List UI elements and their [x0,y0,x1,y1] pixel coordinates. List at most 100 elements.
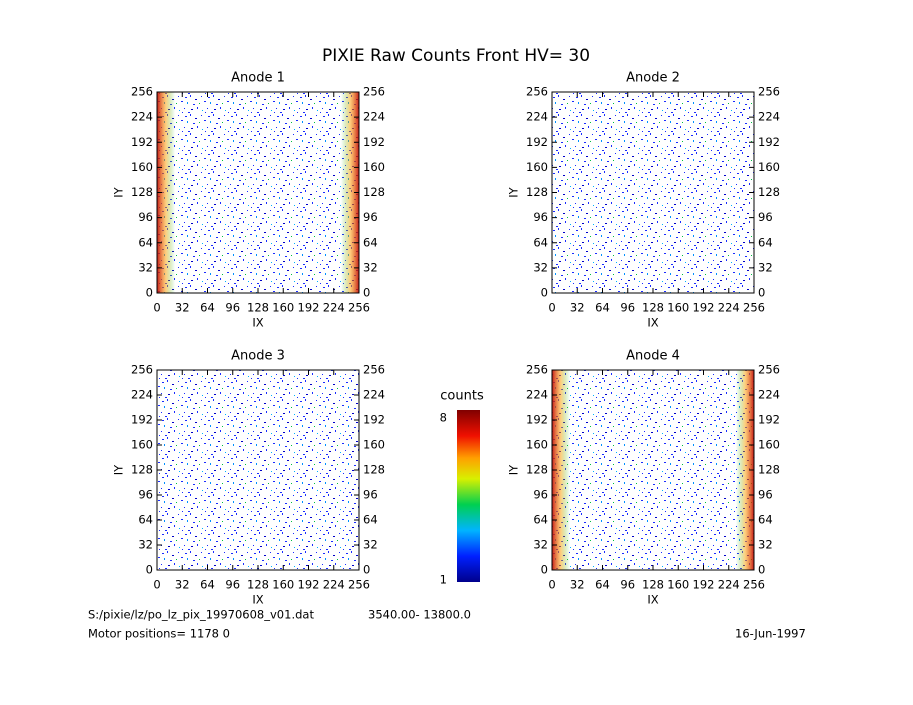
y-tick-label: 96 [138,210,153,224]
y-tick-label: 224 [131,110,153,124]
y-tick-label: 64 [533,235,548,249]
y-tick-label: 128 [131,185,153,199]
x-axis-label: IX [252,593,263,607]
x-axis-label: IX [647,316,658,330]
colorbar-label: counts [440,389,484,404]
x-axis-label: IX [647,593,658,607]
x-tick-label: 224 [323,301,345,315]
y-tick-label: 0 [363,563,370,577]
y-tick-label: 256 [758,85,780,99]
y-axis-label: IY [507,186,521,197]
y-tick-label: 96 [533,488,548,502]
y-tick-label: 224 [526,388,548,402]
y-axis-label: IY [507,464,521,475]
footer-range: 3540.00- 13800.0 [368,608,471,622]
x-tick-label: 64 [595,578,610,592]
y-tick-label: 224 [363,110,385,124]
y-tick-label: 160 [131,160,153,174]
y-tick-label: 160 [131,438,153,452]
y-tick-label: 160 [526,160,548,174]
y-tick-label: 96 [533,210,548,224]
y-tick-label: 128 [363,185,385,199]
heatmap-texture [552,92,754,293]
y-tick-label: 96 [363,210,378,224]
panel-title: Anode 1 [231,71,285,86]
x-tick-label: 224 [718,578,740,592]
x-tick-label: 224 [718,301,740,315]
x-tick-label: 256 [743,578,765,592]
x-tick-label: 32 [175,301,190,315]
y-tick-label: 256 [526,363,548,377]
y-tick-label: 128 [526,463,548,477]
x-axis-label: IX [252,316,263,330]
y-tick-label: 160 [526,438,548,452]
x-tick-label: 32 [570,578,585,592]
y-tick-label: 0 [363,286,370,300]
y-tick-label: 256 [526,85,548,99]
x-tick-label: 128 [642,578,664,592]
y-tick-label: 96 [138,488,153,502]
y-tick-label: 96 [758,488,773,502]
y-tick-label: 96 [363,488,378,502]
y-tick-label: 64 [363,235,378,249]
y-axis-label: IY [112,464,126,475]
y-tick-label: 96 [758,210,773,224]
y-tick-label: 256 [363,363,385,377]
footer-date: 16-Jun-1997 [735,627,806,641]
x-tick-label: 96 [225,578,240,592]
y-tick-label: 64 [533,513,548,527]
y-tick-label: 64 [138,513,153,527]
heatmap-texture [552,370,754,570]
y-tick-label: 224 [758,110,780,124]
y-tick-label: 256 [131,85,153,99]
y-tick-label: 192 [131,135,153,149]
y-tick-label: 256 [363,85,385,99]
y-tick-label: 64 [138,235,153,249]
y-tick-label: 32 [363,538,378,552]
x-tick-label: 64 [200,578,215,592]
y-tick-label: 160 [758,438,780,452]
x-tick-label: 224 [323,578,345,592]
y-axis-label: IY [112,186,126,197]
y-tick-label: 64 [758,235,773,249]
y-tick-label: 32 [758,260,773,274]
y-tick-label: 224 [526,110,548,124]
panel-title: Anode 4 [626,349,680,364]
panel-title: Anode 3 [231,349,285,364]
x-tick-label: 0 [153,578,160,592]
x-tick-label: 160 [667,301,689,315]
x-tick-label: 192 [693,578,715,592]
y-tick-label: 128 [758,185,780,199]
y-tick-label: 192 [363,135,385,149]
y-tick-label: 192 [758,135,780,149]
y-tick-label: 192 [526,413,548,427]
y-tick-label: 64 [758,513,773,527]
x-tick-label: 128 [642,301,664,315]
x-tick-label: 0 [153,301,160,315]
x-tick-label: 256 [743,301,765,315]
x-tick-label: 128 [247,301,269,315]
y-tick-label: 224 [363,388,385,402]
x-tick-label: 160 [272,301,294,315]
y-tick-label: 0 [758,563,765,577]
y-tick-label: 224 [131,388,153,402]
x-tick-label: 96 [225,301,240,315]
y-tick-label: 128 [131,463,153,477]
y-tick-label: 64 [363,513,378,527]
x-tick-label: 160 [667,578,689,592]
y-tick-label: 224 [758,388,780,402]
y-tick-label: 160 [363,438,385,452]
x-tick-label: 0 [548,578,555,592]
y-tick-label: 32 [758,538,773,552]
x-tick-label: 64 [595,301,610,315]
y-tick-label: 256 [758,363,780,377]
y-tick-label: 192 [526,135,548,149]
heatmap-texture [157,92,359,293]
colorbar-tick-label: 1 [440,573,447,587]
y-tick-label: 32 [533,260,548,274]
colorbar [457,410,480,582]
x-tick-label: 160 [272,578,294,592]
colorbar-tick-label: 8 [440,411,447,425]
x-tick-label: 0 [548,301,555,315]
